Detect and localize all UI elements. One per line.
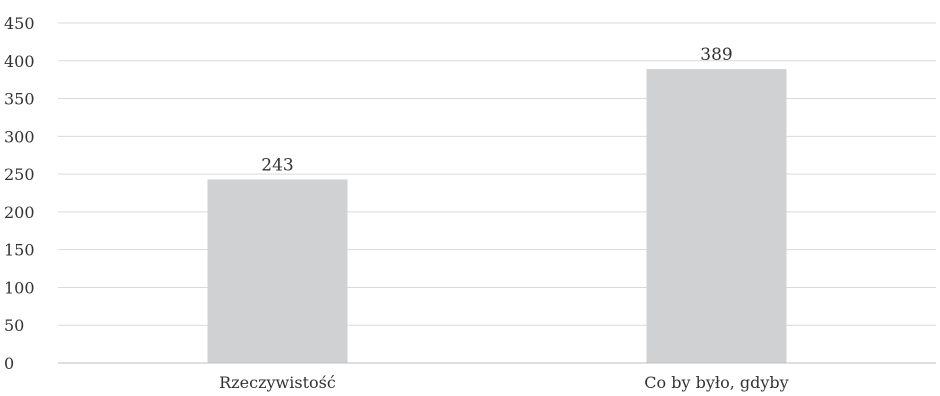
data-label-1: 243: [261, 155, 293, 175]
y-tick-label-350: 350: [4, 90, 35, 109]
y-tick-label-200: 200: [4, 203, 35, 222]
y-tick-label-100: 100: [4, 278, 35, 297]
y-tick-label-300: 300: [4, 127, 35, 146]
data-label-2: 389: [700, 45, 732, 65]
y-tick-label-50: 50: [4, 316, 24, 335]
grid-lines: [58, 22, 936, 326]
y-tick-label-0: 0: [4, 354, 14, 373]
y-tick-label-450: 450: [4, 14, 35, 33]
y-tick-label-250: 250: [4, 165, 35, 184]
y-axis-tick-labels: 0 50 100 150 200 250 300 350 400 450: [4, 14, 35, 373]
category-label-1: Rzeczywistość: [219, 373, 336, 392]
x-axis-category-labels: Rzeczywistość Co by było, gdyby: [219, 373, 789, 392]
data-labels: 243 389: [261, 45, 732, 175]
bar-2: [646, 69, 787, 363]
y-tick-label-150: 150: [4, 241, 35, 260]
bar-1: [207, 179, 348, 363]
category-label-2: Co by było, gdyby: [644, 373, 788, 392]
bars: [207, 69, 787, 363]
y-tick-label-400: 400: [4, 52, 35, 71]
